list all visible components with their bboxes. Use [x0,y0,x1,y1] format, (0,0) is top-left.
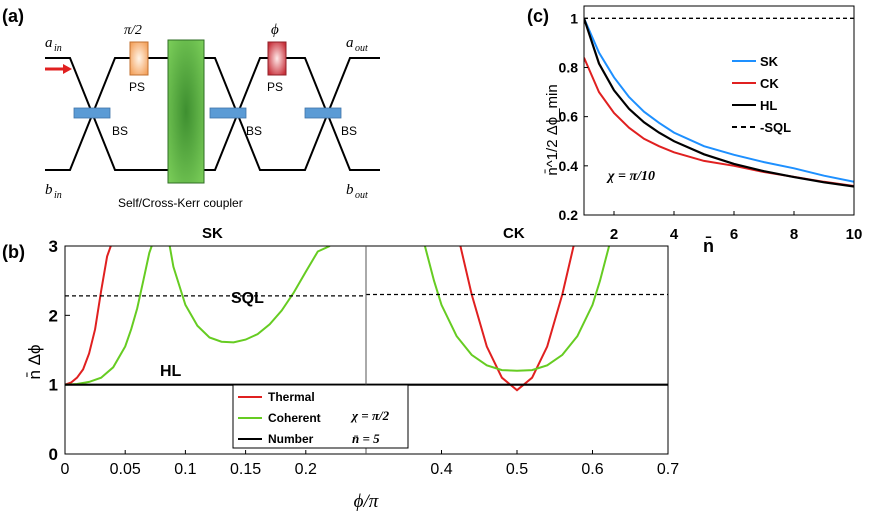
svg-text:in: in [54,190,62,201]
panel-b-xtick-label: 0.05 [110,461,141,478]
panel-a-diagram: (a) BS BS BS [2,6,380,210]
panel-b-ytick-label: 0 [49,445,58,464]
panel-b-xtick-label: 0.1 [174,461,196,478]
panel-c-ytick-label: 0.6 [559,109,579,125]
panel-b-y-ticks: 0 1 2 3 [49,237,70,464]
sql-label: SQL [231,290,264,307]
panel-c-xtick-label: 10 [846,226,863,243]
panel-b-xtick-label: 0.6 [581,461,603,478]
port-a-out: a out [346,35,368,54]
panel-b-legend: Thermal Coherent Number χ = π/2 n̄ = 5 [232,384,409,449]
panel-c-ytick-label: 0.8 [559,59,579,75]
panel-b-ck-series-coherent-1 [423,246,611,372]
ps2-phase-label: ϕ [271,22,279,38]
svg-text:out: out [355,190,368,201]
panel-b-sk-series-coherent-1 [65,246,153,386]
panel-b-plot-area [65,246,668,392]
panel-c-legend: SK CK HL -SQL [732,54,791,135]
legend-label-number: Number [268,432,314,446]
hl-label: HL [160,363,182,380]
ps1-label: PS [129,80,145,94]
panel-b-ck-series-thermal-0 [459,246,575,392]
port-a-in: a in [45,35,62,54]
phase-shifter-1 [129,41,149,76]
panel-c-ylabel: n̄^1/2 Δϕ_min [544,84,561,175]
panel-c: (c) 0.2 0.4 0.6 0.8 1 2 4 6 8 10 n̄^1/2 Δϕ_min n… [527,5,863,256]
panel-c-chi: χ = π/10 [606,169,655,184]
panel-b-title-ck: CK [503,225,525,242]
panel-c-frame [583,5,855,216]
phase-shifter-2 [267,41,287,76]
panel-b-xtick-label: 0.7 [657,461,679,478]
panel-b-ytick-label: 2 [49,306,58,325]
panel-c-xlabel: n̄ [703,236,714,256]
panel-c-series-hl-2 [584,17,854,188]
panel-c-label: (c) [527,6,549,26]
panel-b-sk-series-thermal-0 [65,246,112,386]
legend-label-coherent: Coherent [268,411,321,425]
legend-chi: χ = π/2 [350,408,390,423]
panel-b-xtick-label: 0.2 [295,461,317,478]
panel-b-ytick-label: 1 [49,376,58,395]
bs-label-2: BS [246,124,262,138]
ps1-phase-label: π/2 [124,23,142,38]
panel-b-ylabel: n̄ Δϕ [25,344,44,379]
svg-text:b: b [45,182,53,198]
panel-b-x-ticks: 0 0.05 0.1 0.15 0.2 0.4 0.5 0.6 0.7 [61,450,679,478]
panel-b-xtick-label: 0.15 [230,461,261,478]
legend-box [232,384,409,449]
beam-splitter-3 [304,107,342,119]
panel-a-label: (a) [2,6,24,26]
panel-c-xtick-label: 6 [730,226,738,243]
panel-b-sk-series-coherent-2 [168,246,331,344]
legend-label-thermal: Thermal [268,390,315,404]
svg-text:n̄^1/2 Δϕ_min: n̄^1/2 Δϕ_min [544,84,561,175]
panel-b-xtick-label: 0.4 [430,461,452,478]
svg-text:in: in [54,43,62,54]
panel-c-series-ck-1 [584,57,854,187]
coupler-label: Self/Cross-Kerr coupler [118,196,243,210]
svg-text:b: b [346,182,354,198]
ps2-label: PS [267,80,283,94]
panel-c-plot-area [584,17,854,188]
panel-c-xtick-label: 8 [790,226,798,243]
panel-c-series-sk-0 [584,17,854,183]
panel-c-xtick-label: 4 [670,226,679,243]
panel-c-ytick-label: 0.4 [559,158,579,174]
legend-label-sql: -SQL [760,120,791,135]
legend-label-hl: HL [760,98,777,113]
beam-splitter-2 [209,107,247,119]
kerr-coupler [167,39,205,184]
svg-text:n̄ Δϕ: n̄ Δϕ [25,344,44,379]
panel-c-x-ticks: 2 4 6 8 10 [610,211,863,243]
legend-label-sk: SK [760,54,779,69]
bs-label-1: BS [112,124,128,138]
bs-label-3: BS [341,124,357,138]
port-b-in: b in [45,182,62,201]
beam-splitter-1 [73,107,111,119]
panel-b-label: (b) [2,242,25,262]
panel-c-ytick-label: 1 [570,10,578,26]
panel-b-xtick-label: 0 [61,461,70,478]
port-b-out: b out [346,182,368,201]
legend-nbar: n̄ = 5 [352,431,380,446]
panel-b-ytick-label: 3 [49,237,58,256]
legend-label-ck: CK [760,76,779,91]
svg-text:out: out [355,43,368,54]
svg-text:a: a [45,35,53,51]
input-arrow [45,64,72,74]
panel-b-title-sk: SK [202,225,223,242]
svg-text:a: a [346,35,354,51]
panel-b-xtick-label: 0.5 [506,461,528,478]
panel-c-xtick-label: 2 [610,226,618,243]
panel-c-y-ticks: 0.2 0.4 0.6 0.8 1 [559,10,588,223]
panel-c-ytick-label: 0.2 [559,207,579,223]
panel-b-xlabel: ϕ/π [354,491,379,512]
